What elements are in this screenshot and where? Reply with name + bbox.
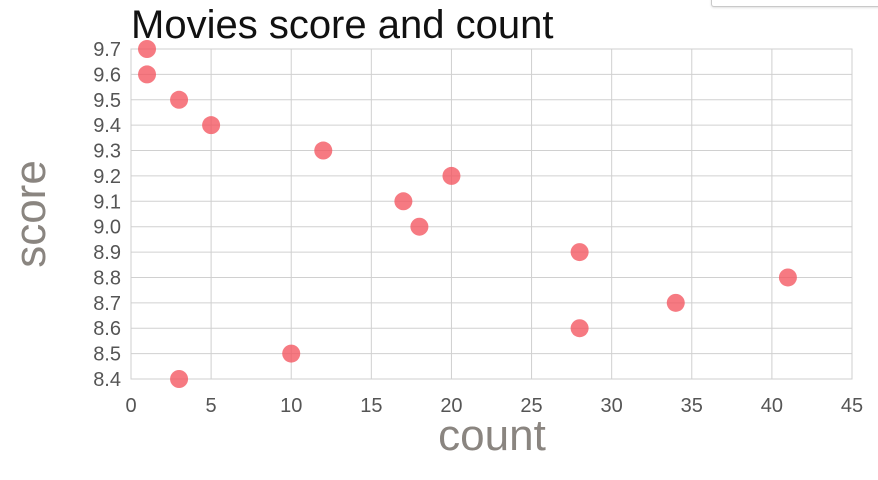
y-tick-label: 8.4 [93,369,121,391]
data-point [570,319,589,338]
data-point [666,293,685,312]
x-tick-label: 5 [206,395,217,417]
y-tick-label: 9.6 [93,64,121,86]
y-tick-label: 9.5 [93,90,121,112]
x-axis-ticks: 0 5 10 15 20 25 30 35 40 45 [125,395,863,417]
data-points [138,40,797,388]
y-tick-label: 9.4 [93,115,121,137]
data-point [778,268,797,287]
y-tick-label: 8.8 [93,267,121,289]
y-tick-label: 9.2 [93,166,121,188]
data-point [410,217,429,236]
y-tick-label: 9.7 [93,39,121,61]
data-point [170,90,189,109]
data-point [138,65,157,84]
y-tick-label: 9.3 [93,141,121,163]
chart-title: Movies score and count [131,3,553,47]
y-axis-label: score [6,160,55,268]
y-tick-label: 8.6 [93,318,121,340]
x-tick-label: 35 [681,395,703,417]
y-tick-label: 8.5 [93,344,121,366]
x-tick-label: 15 [360,395,382,417]
x-tick-label: 10 [280,395,302,417]
x-tick-label: 0 [125,395,136,417]
y-tick-label: 9.1 [93,191,121,213]
data-point [282,344,301,363]
top-right-panel-edge [711,0,878,7]
x-tick-label: 20 [440,395,462,417]
x-tick-label: 30 [601,395,623,417]
data-point [170,370,189,388]
data-point [570,243,589,262]
y-axis-ticks: 8.4 8.5 8.6 8.7 8.8 8.9 9.0 9.1 9.2 9.3 9.4 9.5 9.6 9… [93,39,121,391]
plot-area [130,48,853,380]
y-tick-label: 8.7 [93,293,121,315]
x-axis-label: count [438,411,546,460]
data-point [138,40,157,58]
grid [130,48,853,380]
y-tick-label: 9.0 [93,217,121,239]
data-point [314,141,333,160]
y-tick-label: 8.9 [93,242,121,264]
x-tick-label: 25 [520,395,542,417]
data-point [202,116,221,135]
data-point [394,192,413,211]
x-tick-label: 45 [841,395,863,417]
x-tick-label: 40 [761,395,783,417]
data-point [442,166,461,185]
